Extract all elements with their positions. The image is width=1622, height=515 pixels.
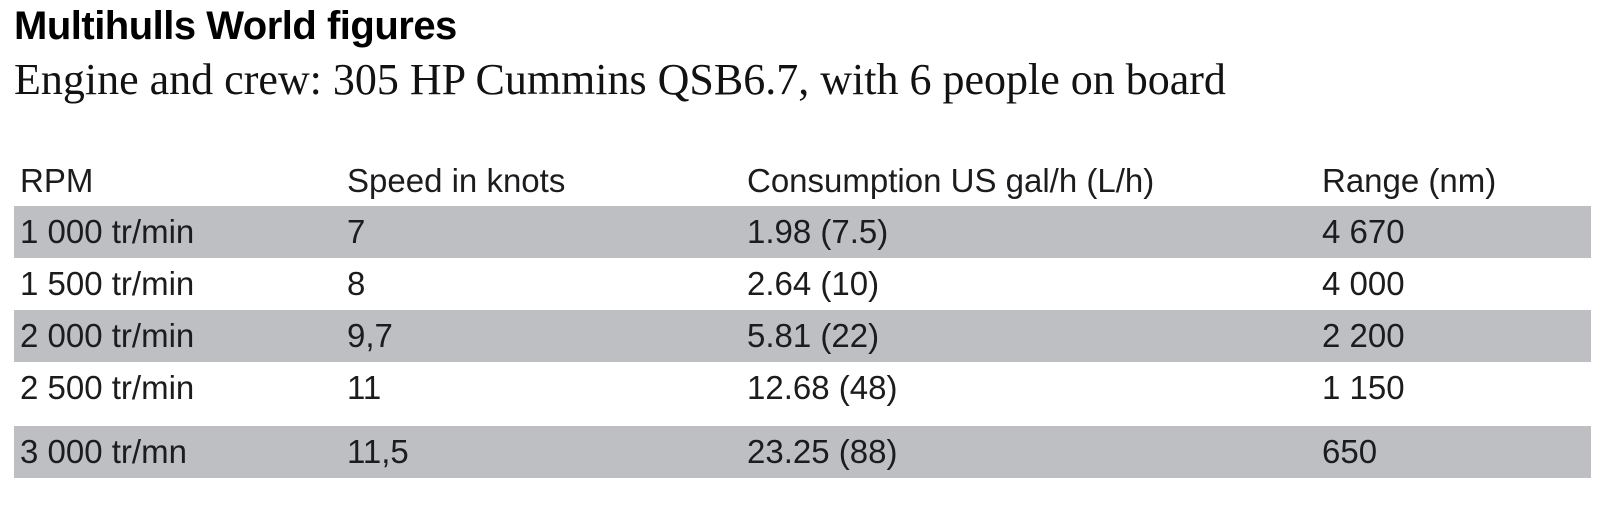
table-cell: 8 — [347, 265, 366, 302]
figures-table: RPM Speed in knots Consumption US gal/h (L… — [14, 156, 1591, 478]
table-cell: 4 670 — [1322, 213, 1405, 250]
table-cell: 3 000 tr/mn — [20, 433, 187, 470]
page-title: Multihulls World figures — [14, 4, 457, 48]
table-cell: 11 — [347, 369, 382, 406]
table-row: 3 000 tr/mn 11,5 23.25 (88) 650 — [14, 426, 1591, 478]
table-cell: 2 500 tr/min — [20, 369, 195, 406]
table-cell: 2 200 — [1322, 317, 1405, 354]
table-cell: 9,7 — [347, 317, 393, 354]
table-cell: 12.68 (48) — [747, 369, 898, 406]
column-header: Consumption US gal/h (L/h) — [747, 162, 1155, 199]
page-subtitle: Engine and crew: 305 HP Cummins QSB6.7, … — [14, 55, 1226, 104]
table-body: 1 000 tr/min 7 1.98 (7.5) 4 670 1 500 tr/min… — [14, 206, 1591, 478]
table-cell: 7 — [347, 213, 366, 250]
column-header: Speed in knots — [347, 162, 566, 199]
table-cell: 23.25 (88) — [747, 433, 898, 470]
table-cell: 1 000 tr/min — [20, 213, 195, 250]
table-cell: 1 500 tr/min — [20, 265, 195, 302]
column-header: Range (nm) — [1322, 162, 1497, 199]
table-row: 2 000 tr/min 9,7 5.81 (22) 2 200 — [14, 310, 1591, 362]
table-cell: 650 — [1322, 433, 1378, 470]
table-cell: 1.98 (7.5) — [747, 213, 889, 250]
table-row: 1 500 tr/min 8 2.64 (10) 4 000 — [14, 258, 1591, 310]
table-cell: 5.81 (22) — [747, 317, 880, 354]
table-cell: 4 000 — [1322, 265, 1405, 302]
table-header-row: RPM Speed in knots Consumption US gal/h (L… — [14, 156, 1591, 206]
table-cell: 2.64 (10) — [747, 265, 880, 302]
table-row: 2 500 tr/min 11 12.68 (48) 1 150 — [14, 362, 1591, 414]
column-header: RPM — [20, 162, 94, 199]
table-cell: 1 150 — [1322, 369, 1405, 406]
table-cell: 11,5 — [347, 433, 409, 470]
table-row: 1 000 tr/min 7 1.98 (7.5) 4 670 — [14, 206, 1591, 258]
table-cell: 2 000 tr/min — [20, 317, 195, 354]
